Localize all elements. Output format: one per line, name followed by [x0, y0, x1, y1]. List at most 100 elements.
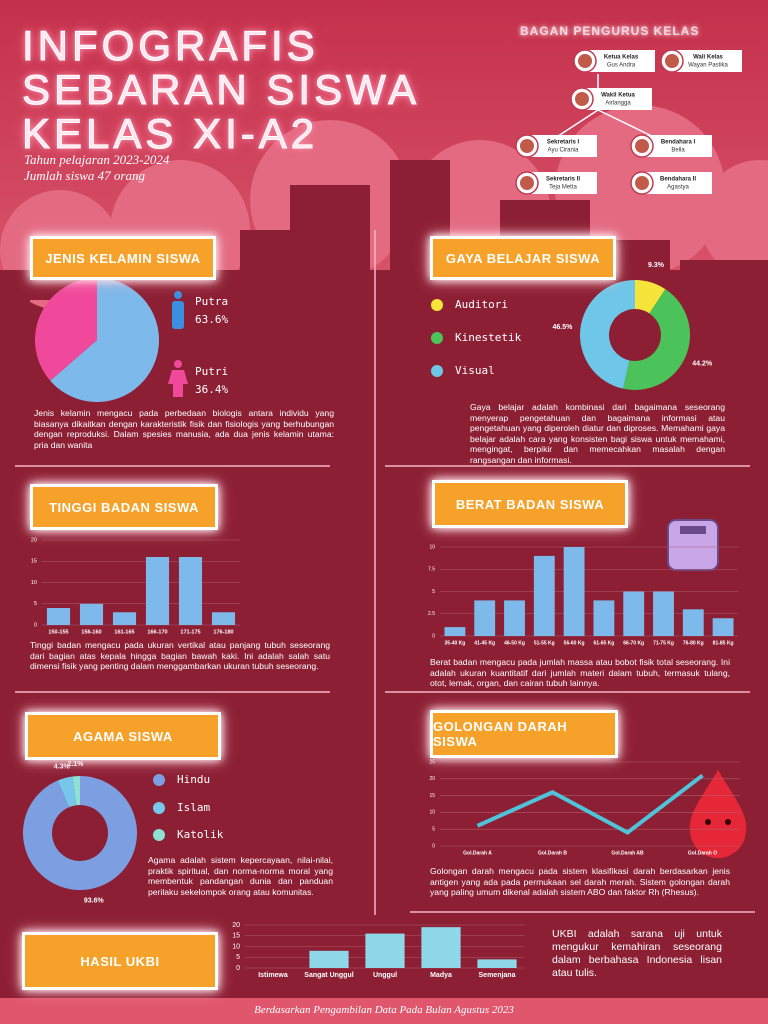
legend-label: Kinestetik — [455, 331, 522, 344]
description: Agama adalah sistem kepercayaan, nilai-n… — [148, 855, 333, 897]
legend-label: Putri — [195, 365, 228, 378]
org-box — [525, 135, 597, 157]
x-tick-label: 166-170 — [147, 629, 167, 635]
org-avatar-face — [520, 176, 534, 190]
pie-slice — [623, 289, 690, 390]
org-role: Bendahara I — [661, 140, 696, 146]
y-tick-label: 20 — [429, 776, 435, 782]
bar — [653, 591, 674, 636]
y-tick-label: 5 — [432, 589, 435, 595]
y-tick-label: 7.5 — [428, 567, 435, 573]
bar — [145, 557, 170, 625]
x-tick-label: 51-55 Kg — [534, 640, 555, 646]
bar — [178, 557, 203, 625]
y-tick-label: 5 — [34, 601, 37, 607]
bar — [474, 600, 496, 636]
legend-label: Katolik — [177, 828, 224, 841]
subtitle: Jumlah siswa 47 orang — [24, 168, 145, 183]
legend-label: Auditori — [455, 298, 508, 311]
value-label: 46.5% — [553, 324, 574, 331]
x-tick-label: 46-50 Kg — [504, 640, 525, 646]
org-box — [640, 172, 712, 194]
x-tick-label: Gol.Darah O — [688, 850, 717, 856]
x-tick-label: 61-65 Kg — [593, 640, 614, 646]
org-box — [580, 88, 652, 110]
x-tick-label: 156-160 — [81, 629, 101, 635]
x-tick-label: 150-155 — [48, 629, 68, 635]
pie-slice — [580, 280, 635, 389]
x-tick-label: 71-75 Kg — [653, 640, 674, 646]
legend-dot — [153, 774, 165, 786]
pie-slice — [23, 776, 138, 890]
org-name: Teja Metta — [549, 185, 577, 191]
bar — [444, 627, 466, 636]
org-name: Agastya — [667, 185, 689, 191]
y-tick-label: 10 — [429, 544, 435, 550]
blood-drop — [689, 770, 747, 858]
org-role: Sekretaris I — [547, 140, 580, 146]
bar — [593, 600, 615, 636]
legend-label: Putra — [195, 295, 228, 308]
pie-slice — [72, 776, 80, 806]
legend-label: Visual — [455, 364, 495, 377]
bar — [421, 927, 461, 968]
scale-icon — [667, 519, 719, 571]
y-tick-label: 20 — [31, 537, 37, 543]
x-tick-label: Gol.Darah B — [538, 850, 567, 856]
org-role: Sekretaris II — [546, 177, 580, 183]
bar — [112, 612, 137, 625]
y-tick-label: 15 — [232, 933, 240, 940]
y-tick-label: 15 — [31, 559, 37, 565]
org-name: Wayan Pastika — [688, 63, 728, 69]
x-tick-label: Madya — [430, 972, 452, 979]
bar — [46, 608, 71, 625]
section-title: AGAMA SISWA — [25, 712, 221, 760]
y-tick-label: 0 — [34, 622, 37, 628]
org-avatar-face — [665, 54, 679, 68]
org-title: BAGAN PENGURUS KELAS — [520, 24, 700, 38]
footer: Berdasarkan Pengambilan Data Pada Bulan … — [254, 1004, 514, 1016]
org-name: Ayu Cirania — [548, 148, 580, 154]
legend-dot — [431, 365, 443, 377]
value-label: 44.2% — [692, 360, 713, 367]
section-title: TINGGI BADAN SISWA — [30, 484, 218, 530]
value-label: 4.3% — [54, 763, 71, 770]
x-tick-label: Gol.Darah AB — [611, 850, 644, 856]
x-tick-label: 56-60 Kg — [564, 640, 585, 646]
x-tick-label: 66-70 Kg — [623, 640, 644, 646]
bar — [682, 609, 704, 636]
y-tick-label: 15 — [429, 793, 435, 799]
section-title: JENIS KELAMIN SISWA — [30, 236, 216, 280]
x-tick-label: Istimewa — [258, 972, 288, 979]
y-tick-label: 2.5 — [428, 611, 435, 617]
x-tick-label: Gol.Darah A — [463, 850, 492, 856]
bar — [533, 555, 555, 636]
org-role: Bendahara II — [660, 177, 696, 183]
legend-dot — [153, 829, 165, 841]
bar — [623, 591, 645, 636]
y-tick-label: 10 — [232, 943, 240, 950]
x-tick-label: Unggul — [373, 972, 397, 979]
org-avatar-face — [635, 176, 649, 190]
org-name: Airlangga — [605, 101, 631, 107]
section-title: BERAT BADAN SISWA — [432, 480, 628, 528]
description: Tinggi badan mengacu pada ukuran vertika… — [30, 640, 330, 671]
value-label: 93.6% — [84, 897, 105, 904]
description: UKBI adalah sarana uji untuk mengukur ke… — [552, 928, 722, 979]
legend-value: 36.4% — [195, 383, 228, 396]
x-tick-label: 176-180 — [213, 629, 233, 635]
x-tick-label: 171-175 — [180, 629, 200, 635]
org-name: Gus Andra — [607, 63, 636, 69]
value-label: 2.1% — [67, 761, 84, 768]
pie-slice — [50, 278, 159, 402]
bar — [477, 959, 517, 968]
x-tick-label: Semenjana — [479, 972, 516, 979]
line — [476, 773, 704, 835]
y-tick-label: 5 — [432, 827, 435, 833]
bar — [712, 618, 734, 636]
org-box — [525, 172, 597, 194]
x-tick-label: 161-165 — [114, 629, 134, 635]
section-title: HASIL UKBI — [22, 932, 218, 990]
